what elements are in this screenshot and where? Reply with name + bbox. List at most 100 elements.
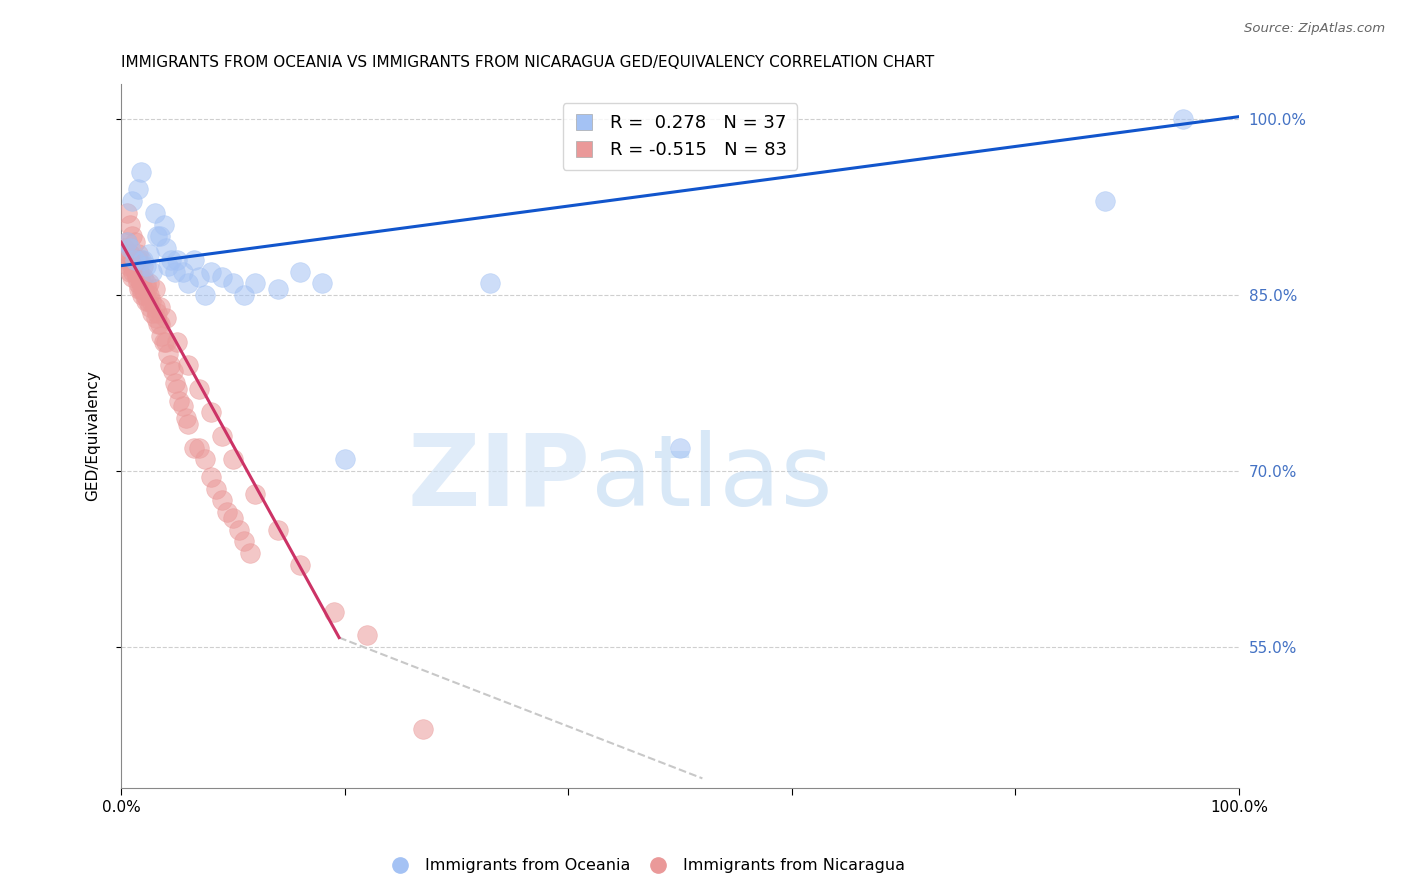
Point (228, 523, 250, 537)
Point (118, 259, 141, 273)
Point (120, 241, 142, 255)
Point (245, 277, 267, 291)
Point (121, 194, 143, 208)
Point (129, 252, 152, 267)
Point (152, 334, 174, 349)
Point (129, 165, 152, 179)
Point (177, 277, 200, 291)
Point (143, 282, 166, 296)
Point (211, 493, 233, 508)
Point (146, 305, 169, 319)
Legend: Immigrants from Oceania, Immigrants from Nicaragua: Immigrants from Oceania, Immigrants from… (382, 852, 911, 880)
Text: Source: ZipAtlas.com: Source: ZipAtlas.com (1244, 22, 1385, 36)
Point (127, 247, 149, 261)
Point (138, 288, 160, 302)
Point (239, 546, 262, 560)
Point (128, 282, 150, 296)
Point (211, 270, 233, 285)
Point (115, 206, 138, 220)
Point (115, 235, 138, 250)
Point (143, 206, 166, 220)
Point (120, 247, 142, 261)
Point (233, 288, 256, 302)
Text: atlas: atlas (591, 430, 832, 526)
Point (138, 247, 160, 261)
Point (166, 334, 188, 349)
Point (135, 293, 157, 308)
Point (288, 558, 311, 572)
Point (132, 270, 155, 285)
Point (157, 346, 180, 360)
Point (125, 270, 148, 285)
Point (356, 628, 378, 642)
Point (159, 359, 181, 373)
Point (163, 376, 186, 390)
Point (177, 359, 200, 373)
Point (162, 364, 184, 378)
Point (174, 411, 197, 425)
Point (115, 235, 138, 250)
Point (149, 229, 172, 244)
Point (124, 235, 146, 250)
Point (139, 300, 162, 314)
Point (155, 334, 177, 349)
Point (1094, 194, 1116, 208)
Point (149, 300, 172, 314)
Point (127, 277, 149, 291)
Point (157, 259, 180, 273)
Point (233, 534, 256, 549)
Point (145, 311, 167, 326)
Point (222, 452, 245, 467)
Text: IMMIGRANTS FROM OCEANIA VS IMMIGRANTS FROM NICARAGUA GED/EQUIVALENCY CORRELATION: IMMIGRANTS FROM OCEANIA VS IMMIGRANTS FR… (121, 55, 935, 70)
Point (120, 218, 142, 232)
Point (163, 264, 186, 278)
Point (134, 288, 156, 302)
Point (138, 277, 160, 291)
Point (131, 288, 153, 302)
Point (136, 293, 159, 308)
Point (122, 264, 145, 278)
Point (311, 277, 333, 291)
Point (183, 441, 205, 455)
Point (288, 264, 311, 278)
Point (194, 452, 217, 467)
Point (412, 722, 434, 736)
Point (141, 305, 163, 319)
Point (200, 264, 222, 278)
Point (121, 259, 143, 273)
Point (132, 259, 155, 273)
Point (333, 452, 356, 467)
Point (143, 300, 166, 314)
Point (188, 270, 211, 285)
Point (129, 277, 152, 291)
Point (669, 441, 692, 455)
Point (167, 393, 190, 408)
Point (127, 182, 149, 196)
Y-axis label: GED/Equivalency: GED/Equivalency (86, 370, 100, 501)
Point (132, 282, 155, 296)
Point (266, 523, 288, 537)
Point (124, 259, 146, 273)
Point (211, 429, 233, 443)
Point (124, 264, 146, 278)
Point (172, 400, 194, 414)
Point (135, 282, 157, 296)
Point (117, 252, 139, 267)
Point (479, 277, 502, 291)
Point (222, 511, 245, 525)
Point (135, 259, 157, 273)
Point (245, 487, 267, 501)
Point (217, 505, 239, 519)
Point (177, 417, 200, 431)
Point (194, 288, 217, 302)
Point (200, 470, 222, 484)
Point (152, 218, 174, 232)
Point (166, 382, 188, 396)
Legend: R =  0.278   N = 37, R = -0.515   N = 83: R = 0.278 N = 37, R = -0.515 N = 83 (562, 103, 797, 170)
Point (200, 405, 222, 419)
Point (183, 252, 205, 267)
Point (188, 382, 211, 396)
Point (322, 605, 344, 619)
Point (135, 277, 157, 291)
Point (127, 252, 149, 267)
